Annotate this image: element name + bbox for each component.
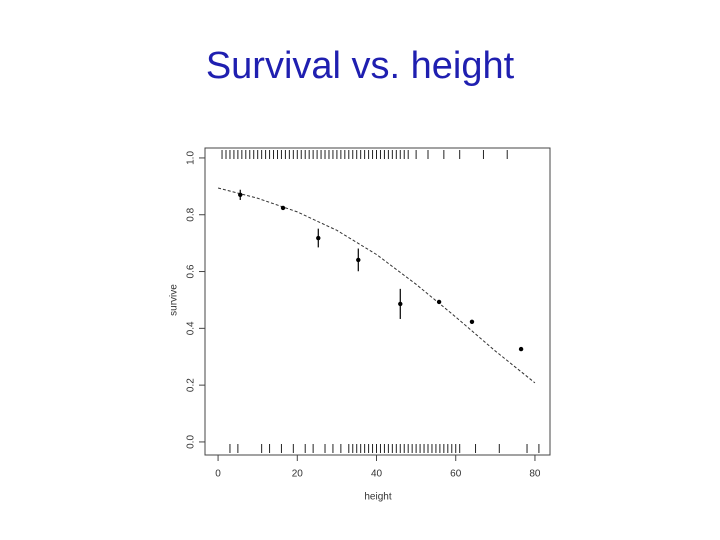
x-tick-label: 80	[529, 469, 541, 480]
x-axis-label: height	[364, 492, 391, 503]
x-tick-label: 40	[371, 469, 383, 480]
point	[469, 319, 475, 325]
fit-curve	[217, 187, 536, 384]
y-axis-label: survive	[169, 284, 180, 316]
point	[436, 299, 442, 305]
point	[280, 205, 286, 211]
point	[398, 301, 403, 307]
y-tick-label: 0.6	[186, 264, 197, 278]
y-tick-label: 0.4	[186, 321, 197, 335]
slide-title: Survival vs. height	[206, 45, 515, 87]
point	[518, 346, 524, 352]
x-tick-label: 0	[215, 469, 221, 480]
y-tick-label: 1.0	[186, 151, 197, 165]
point	[356, 257, 361, 263]
point	[238, 192, 243, 198]
x-tick-label: 60	[450, 469, 462, 480]
point	[316, 235, 321, 241]
plot-frame	[204, 147, 551, 456]
y-tick-label: 0.2	[186, 378, 197, 392]
y-tick-label: 0.0	[186, 435, 197, 449]
x-tick-label: 20	[292, 469, 304, 480]
y-tick-label: 0.8	[186, 207, 197, 221]
